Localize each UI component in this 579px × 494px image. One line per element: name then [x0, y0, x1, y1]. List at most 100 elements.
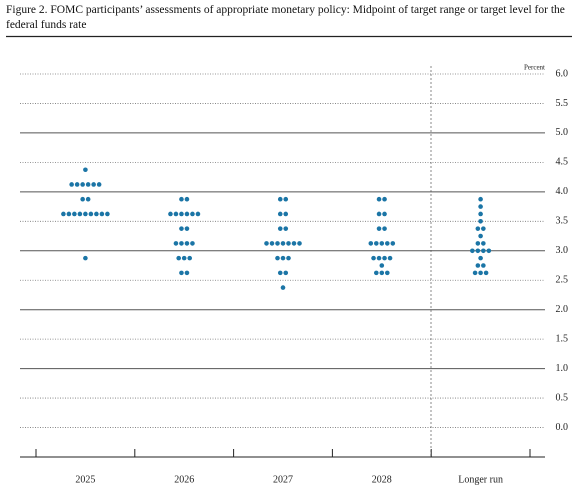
dot — [376, 196, 382, 202]
y-tick-label: 6.0 — [556, 68, 569, 79]
dot — [179, 196, 184, 202]
dot — [168, 211, 173, 217]
dot — [382, 255, 387, 261]
dot — [472, 270, 478, 276]
dot — [277, 211, 283, 217]
dot — [483, 270, 489, 276]
dot — [280, 255, 286, 261]
dot — [96, 182, 102, 187]
dot — [481, 226, 486, 231]
y-tick-label: 1.0 — [556, 363, 569, 374]
y-tick-label: 0.0 — [556, 422, 569, 433]
dot — [173, 241, 179, 246]
y-tick-label: 1.5 — [556, 333, 569, 344]
y-tick-label: 2.5 — [556, 275, 569, 286]
dot — [184, 211, 190, 217]
dot — [379, 241, 385, 246]
dot — [374, 241, 379, 246]
dot — [99, 211, 105, 217]
dot — [184, 196, 190, 202]
dot — [69, 182, 74, 187]
y-tick-label: 5.5 — [556, 98, 569, 109]
dot — [91, 182, 96, 187]
dot — [283, 211, 289, 217]
y-tick-label: 0.5 — [556, 392, 569, 403]
dot — [374, 270, 379, 276]
dot — [390, 241, 396, 246]
dot — [83, 211, 88, 217]
dot — [187, 255, 192, 261]
dot — [269, 241, 275, 246]
dot — [478, 233, 483, 239]
dot — [283, 196, 289, 202]
dot — [179, 226, 184, 231]
dot — [277, 226, 283, 231]
dot — [277, 196, 283, 202]
dot — [486, 248, 492, 254]
x-tick-label: 2025 — [75, 474, 95, 485]
dot — [181, 255, 187, 261]
dot — [379, 270, 385, 276]
dot — [286, 241, 291, 246]
y-tick-label: 3.0 — [556, 245, 569, 256]
dot — [184, 270, 190, 276]
y-tick-label: 4.0 — [556, 186, 569, 197]
dot — [179, 211, 184, 217]
dot — [379, 263, 385, 268]
dot — [173, 211, 179, 217]
dot — [371, 255, 376, 261]
dot — [478, 255, 483, 261]
dot — [61, 211, 66, 217]
y-tick-label: 4.5 — [556, 157, 569, 168]
dot — [297, 241, 302, 246]
dot — [478, 196, 483, 202]
dot — [283, 226, 289, 231]
dot — [376, 255, 382, 261]
dot — [195, 211, 201, 217]
dot — [190, 241, 195, 246]
dot — [382, 226, 387, 231]
chart-title: Figure 2. FOMC participants’ assessments… — [6, 4, 565, 31]
dot — [376, 211, 382, 217]
y-tick-label: 3.5 — [556, 216, 569, 227]
dot — [368, 241, 374, 246]
y-unit-label: Percent — [524, 64, 545, 72]
dot — [481, 241, 486, 246]
dot — [66, 211, 72, 217]
dot — [481, 263, 486, 268]
dot — [83, 255, 88, 261]
dot — [475, 241, 481, 246]
dot — [184, 226, 190, 231]
dot — [275, 241, 280, 246]
dot — [385, 241, 390, 246]
dot — [264, 241, 269, 246]
dot — [80, 182, 85, 187]
y-tick-label: 5.0 — [556, 127, 569, 138]
dot — [382, 211, 387, 217]
dot — [478, 204, 483, 209]
dot — [176, 255, 181, 261]
dot — [277, 270, 283, 276]
dot — [74, 182, 80, 187]
x-tick-label: 2026 — [174, 474, 194, 485]
dot — [280, 285, 286, 290]
dot — [105, 211, 110, 217]
dot — [88, 211, 94, 217]
dot — [475, 263, 481, 268]
dot — [481, 248, 486, 254]
dot — [385, 270, 390, 276]
dot — [179, 241, 184, 246]
dot — [475, 248, 481, 254]
dot — [280, 241, 286, 246]
dot — [190, 211, 195, 217]
dot — [387, 255, 393, 261]
dot — [94, 211, 99, 217]
x-tick-label: 2027 — [273, 474, 293, 485]
dot — [85, 182, 91, 187]
x-tick-label: 2028 — [372, 474, 392, 485]
dot — [83, 167, 88, 173]
dot — [85, 196, 91, 202]
dot — [283, 270, 289, 276]
